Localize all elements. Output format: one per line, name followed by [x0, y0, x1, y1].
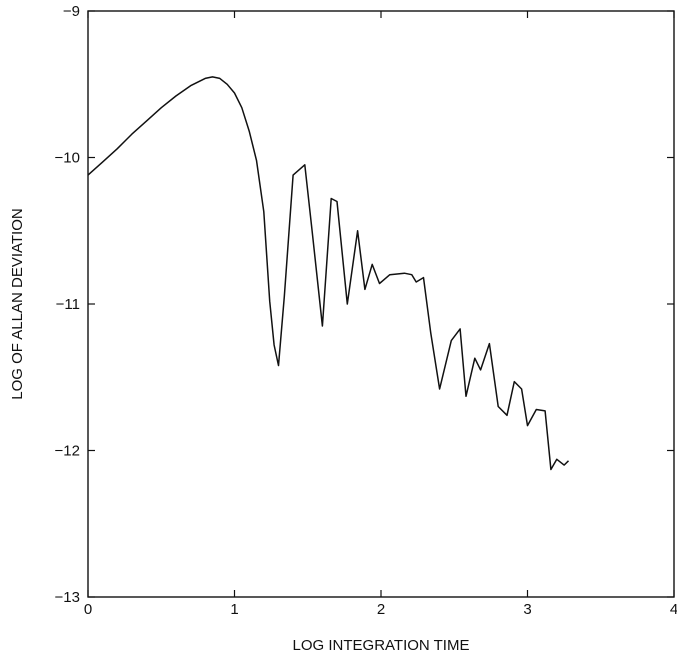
y-tick-labels: −9 −10 −11 −12 −13	[55, 3, 80, 606]
y-tick-label: −9	[63, 3, 80, 20]
y-tick-label: −10	[55, 150, 80, 167]
x-tick-label: 3	[523, 601, 531, 618]
x-axis-label: LOG INTEGRATION TIME	[293, 637, 470, 654]
y-tick-label: −11	[56, 296, 80, 313]
y-axis-label: LOG OF ALLAN DEVIATION	[9, 208, 26, 399]
x-tick-label: 2	[377, 601, 385, 618]
allan-deviation-series-line	[87, 76, 570, 471]
axis-ticks	[87, 10, 675, 598]
x-tick-label: 0	[84, 601, 92, 618]
y-tick-label: −13	[55, 589, 80, 606]
plot-frame	[87, 10, 675, 598]
y-tick-label: −12	[55, 443, 80, 460]
x-tick-label: 1	[230, 601, 238, 618]
x-tick-label: 4	[670, 601, 677, 618]
x-tick-labels: 0 1 2 3 4	[84, 601, 677, 618]
